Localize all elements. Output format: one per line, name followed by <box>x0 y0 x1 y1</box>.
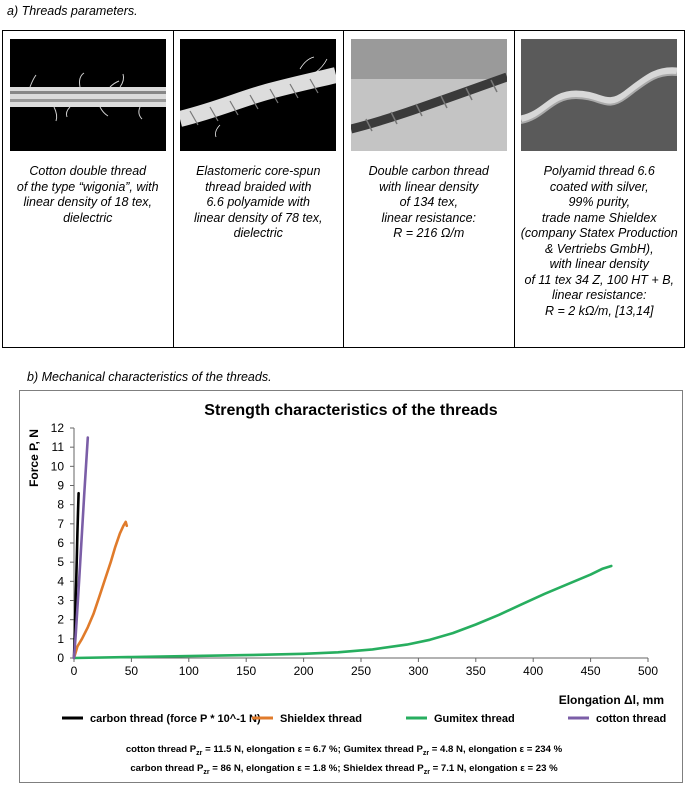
desc-line: dielectric <box>63 210 113 225</box>
elastomeric-core-spun-thread-photo <box>180 39 337 151</box>
x-tick-label: 350 <box>466 664 486 678</box>
summary-text: = 4.8 N, elongation ε = 234 % <box>429 744 563 755</box>
legend-entry: carbon thread (force P * 10^-1 N) <box>90 713 261 725</box>
x-tick-label: 0 <box>71 664 78 678</box>
desc-line: (company Statex Production <box>520 226 678 240</box>
x-tick-label: 150 <box>236 664 256 678</box>
y-tick-label: 0 <box>57 651 64 665</box>
desc-line: of 11 tex 34 Z, 100 HT + B, <box>524 272 675 287</box>
summary-subscript: zr <box>423 768 430 776</box>
section-b-label: b) Mechanical characteristics of the thr… <box>27 370 272 384</box>
thread-description-carbon: Double carbon thread with linear density… <box>344 164 514 242</box>
x-axis-label: Elongation Δl, mm <box>559 693 664 707</box>
desc-line: 99% purity, <box>568 195 631 209</box>
summary-subscript: zr <box>422 749 430 757</box>
thread-cell-carbon: Double carbon thread with linear density… <box>343 30 515 348</box>
legend-entry: Shieldex thread <box>280 713 362 725</box>
summary-line-1: cotton thread Pzr = 11.5 N, elongation ε… <box>0 744 688 757</box>
y-tick-label: 8 <box>57 498 64 512</box>
thread-description-elastomeric: Elastomeric core-spun thread braided wit… <box>174 164 344 242</box>
desc-line: R = 216 Ω/m <box>393 226 465 240</box>
desc-line: Cotton double thread <box>29 164 147 178</box>
x-tick-label: 100 <box>179 664 199 678</box>
y-tick-label: 2 <box>57 613 64 627</box>
desc-line: & Vertriebs GmbH), <box>544 241 654 256</box>
thread-parameters-table: Cotton double thread of the type “wigoni… <box>2 30 685 348</box>
y-tick-label: 12 <box>51 421 65 435</box>
series-line-2 <box>72 564 613 660</box>
desc-line: 6.6 polyamide with <box>206 195 311 209</box>
x-tick-label: 50 <box>125 664 139 678</box>
y-tick-label: 10 <box>51 459 65 473</box>
y-axis-label: Force P, N <box>27 429 41 487</box>
x-tick-label: 200 <box>294 664 314 678</box>
x-tick-label: 500 <box>638 664 658 678</box>
desc-line: of 134 tex, <box>399 195 458 209</box>
desc-line: Polyamid thread 6.6 <box>543 164 655 178</box>
thread-cell-shieldex: Polyamid thread 6.6 coated with silver, … <box>513 30 685 348</box>
chart-frame <box>19 390 683 783</box>
axes: 0 50 100 150 200 250 300 350 400 450 5000123456789… <box>51 421 659 678</box>
summary-subscript: zr <box>196 749 203 757</box>
y-tick-label: 4 <box>57 574 64 588</box>
series-line-1 <box>72 520 129 660</box>
y-tick-label: 1 <box>57 632 64 646</box>
desc-line: with linear density <box>549 257 649 271</box>
summary-text: = 7.1 N, elongation ε = 23 % <box>429 763 558 774</box>
x-tick-label: 300 <box>408 664 428 678</box>
thread-description-cotton: Cotton double thread of the type “wigoni… <box>3 164 173 226</box>
summary-text: carbon thread P <box>130 763 204 774</box>
desc-line: linear density of 78 tex, <box>193 210 323 225</box>
thread-description-shieldex: Polyamid thread 6.6 coated with silver, … <box>515 164 685 319</box>
summary-subscript: zr <box>203 768 210 776</box>
desc-line: thread braided with <box>205 179 312 194</box>
summary-text: = 11.5 N, elongation ε = 6.7 %; Gumitex … <box>202 744 423 755</box>
summary-line-2: carbon thread Pzr = 86 N, elongation ε =… <box>0 763 688 776</box>
desc-line: of the type “wigonia”, with <box>16 179 159 194</box>
series-line-3 <box>72 436 90 660</box>
legend-entry: Gumitex thread <box>434 713 515 725</box>
y-tick-label: 11 <box>52 440 65 454</box>
desc-line: dielectric <box>233 226 283 240</box>
summary-text: cotton thread P <box>125 744 197 755</box>
x-tick-label: 400 <box>523 664 543 678</box>
legend: carbon thread (force P * 10^-1 N) Shielde… <box>62 713 666 725</box>
x-tick-label: 250 <box>351 664 371 678</box>
desc-line: trade name Shieldex <box>541 210 657 225</box>
thread-cell-cotton: Cotton double thread of the type “wigoni… <box>2 30 174 348</box>
y-tick-label: 7 <box>57 517 64 531</box>
section-a-label: a) Threads parameters. <box>7 4 138 18</box>
desc-line: Double carbon thread <box>368 164 489 178</box>
desc-line: coated with silver, <box>549 179 649 194</box>
y-tick-label: 3 <box>57 594 64 608</box>
silver-coated-polyamid-thread-photo <box>521 39 678 151</box>
series-layer <box>72 436 613 660</box>
double-carbon-thread-photo <box>350 39 507 151</box>
desc-line: R = 2 kΩ/m, [13,14] <box>544 303 654 318</box>
summary-text: = 86 N, elongation ε = 1.8 %; Shieldex t… <box>209 763 424 774</box>
desc-line: linear resistance: <box>552 288 647 302</box>
desc-line: with linear density <box>379 179 479 194</box>
y-tick-label: 9 <box>57 479 64 493</box>
chart-title: Strength characteristics of the threads <box>204 402 498 419</box>
desc-line: linear resistance: <box>381 210 477 225</box>
thread-cell-elastomeric: Elastomeric core-spun thread braided wit… <box>172 30 344 348</box>
y-tick-label: 5 <box>57 555 64 569</box>
desc-line: Elastomeric core-spun <box>196 164 321 178</box>
legend-entry: cotton thread <box>596 713 666 725</box>
y-tick-label: 6 <box>57 536 64 550</box>
x-tick-label: 450 <box>581 664 601 678</box>
desc-line: linear density of 18 tex, <box>23 195 153 209</box>
cotton-double-thread-photo <box>9 39 166 151</box>
